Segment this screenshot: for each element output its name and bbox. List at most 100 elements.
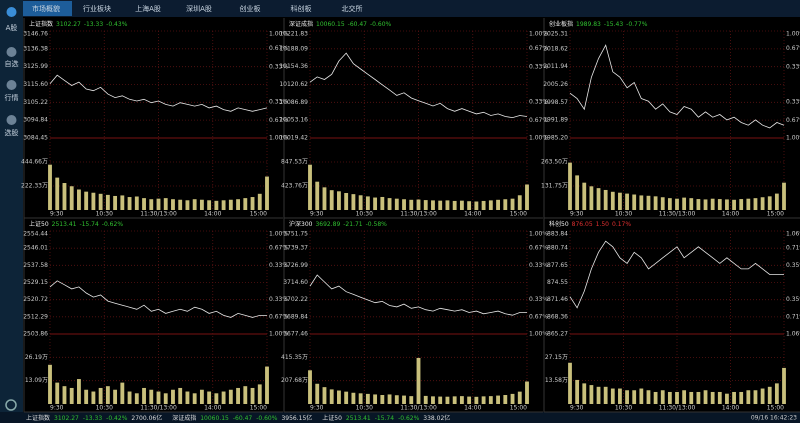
pct-tick-label: 1.00%: [269, 135, 288, 142]
volume-bar: [589, 385, 594, 404]
status-last: 10060.15: [200, 415, 229, 422]
picker-icon[interactable]: [6, 115, 17, 125]
volume-bar: [308, 164, 312, 210]
volume-bar: [474, 396, 479, 404]
volume-bar: [416, 357, 421, 404]
price-tick-label: 2520.72: [23, 296, 48, 303]
tab[interactable]: 深圳A股: [186, 4, 212, 13]
pct-tick-label: 0.67%: [269, 45, 288, 52]
pct-tick-label: 1.06%: [786, 231, 800, 238]
watchlist-icon[interactable]: [6, 47, 17, 57]
header-change-pct: 0.17%: [612, 221, 631, 228]
volume-bar: [243, 386, 248, 404]
volume-bar: [632, 194, 637, 210]
pct-tick-label: 1.00%: [529, 231, 548, 238]
time-tick-label: 11:30/13:00: [400, 211, 437, 218]
price-tick-label: 3115.60: [23, 81, 48, 88]
volume-bar: [394, 395, 399, 404]
status-bar: [0, 412, 800, 423]
time-tick-label: 9:30: [310, 405, 324, 412]
time-tick-label: 15:00: [767, 211, 784, 218]
sidebar-label[interactable]: 自选: [5, 59, 19, 68]
volume-bar: [510, 393, 515, 404]
volume-tick-label: 13.09万: [25, 377, 48, 384]
volume-bar: [452, 396, 457, 404]
settings-icon[interactable]: [5, 399, 17, 411]
volume-bar: [639, 388, 644, 404]
volume-bar: [618, 388, 622, 404]
price-tick-label: 3751.75: [283, 231, 308, 238]
volume-bar: [344, 391, 349, 404]
volume-bar: [610, 388, 615, 404]
time-tick-label: 10:30: [96, 211, 113, 218]
time-tick-label: 10:30: [356, 211, 373, 218]
time-tick-label: 10:30: [615, 405, 632, 412]
chart-header: 科创50 876.05 1.50 0.17%: [549, 220, 631, 228]
volume-tick-label: 444.66万: [21, 159, 48, 166]
header-change: -15.74: [79, 221, 99, 228]
volume-bar: [192, 393, 197, 404]
volume-tick-label: 415.35万: [281, 354, 308, 361]
tab[interactable]: 行业板块: [83, 4, 111, 13]
tab[interactable]: 上海A股: [135, 4, 161, 13]
price-tick-label: 3084.45: [23, 135, 48, 142]
volume-bar: [351, 392, 356, 404]
volume-bar: [445, 396, 450, 404]
volume-bar: [149, 199, 154, 210]
volume-bar: [69, 387, 74, 404]
price-line: [49, 74, 268, 112]
volume-bar: [207, 200, 212, 210]
sidebar-label[interactable]: 行情: [5, 93, 19, 102]
volume-bar: [575, 379, 580, 404]
sidebar-label[interactable]: A股: [6, 24, 18, 32]
volume-bar: [185, 200, 190, 210]
volume-bar: [568, 162, 572, 210]
volume-bar: [767, 196, 772, 210]
tab[interactable]: 市场概貌: [32, 4, 60, 13]
volume-bar: [603, 189, 608, 210]
volume-bar: [178, 199, 183, 210]
volume-bar: [481, 200, 486, 210]
price-tick-label: 1991.89: [543, 117, 568, 124]
volume-bar: [98, 193, 103, 210]
volume-bar: [717, 391, 722, 404]
volume-bar: [48, 364, 52, 404]
pct-tick-label: 0.71%: [786, 245, 800, 252]
volume-bar: [394, 198, 399, 210]
time-tick-label: 15:00: [250, 405, 267, 412]
volume-bar: [438, 396, 443, 404]
tab[interactable]: 创业板: [240, 4, 261, 13]
logo-icon[interactable]: [6, 7, 17, 17]
price-tick-label: 2546.01: [23, 245, 48, 252]
tab[interactable]: 科创板: [291, 4, 312, 13]
status-pct: -0.60%: [256, 415, 278, 422]
quotes-icon[interactable]: [6, 80, 17, 90]
tab[interactable]: 北交所: [342, 4, 363, 13]
volume-bar: [105, 386, 110, 404]
price-tick-label: 10053.16: [279, 117, 308, 124]
status-amount: 338.02亿: [423, 414, 450, 422]
price-tick-label: 10221.83: [279, 31, 308, 38]
volume-bar: [228, 199, 233, 210]
volume-bar: [236, 199, 240, 210]
pct-tick-label: 1.00%: [786, 135, 800, 142]
clock: 09/16 16:42:23: [751, 415, 797, 422]
volume-bar: [55, 382, 60, 404]
pct-tick-label: 0.33%: [529, 63, 548, 70]
volume-bar: [120, 195, 125, 210]
volume-bar: [782, 182, 786, 210]
pct-tick-label: 1.06%: [786, 331, 800, 338]
pct-tick-label: 1.00%: [786, 31, 800, 38]
volume-bar: [639, 195, 644, 210]
volume-bar: [329, 389, 334, 404]
status-last: 3102.27: [54, 415, 79, 422]
sidebar-label[interactable]: 选股: [5, 128, 19, 137]
volume-bar: [753, 198, 758, 210]
header-last: 3692.89: [315, 221, 340, 228]
volume-bar: [185, 391, 190, 404]
time-tick-label: 15:00: [767, 405, 784, 412]
volume-bar: [373, 394, 378, 404]
volume-bar: [517, 195, 522, 210]
time-tick-label: 11:30/13:00: [140, 405, 177, 412]
volume-bar: [568, 362, 572, 404]
